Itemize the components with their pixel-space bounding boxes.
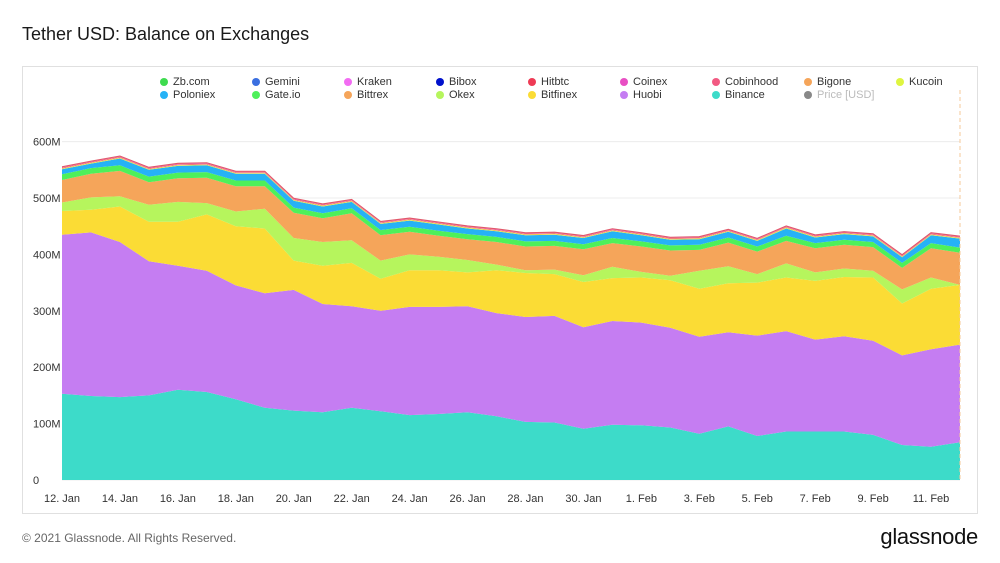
legend-label: Binance: [725, 89, 765, 101]
legend-label: Bibox: [449, 76, 477, 88]
legend-item-coinex[interactable]: Coinex: [620, 76, 667, 88]
legend-item-gate-io[interactable]: Gate.io: [252, 89, 300, 101]
legend-label: Coinex: [633, 76, 668, 88]
legend-item-binance[interactable]: Binance: [712, 89, 765, 101]
x-tick-label: 26. Jan: [450, 493, 486, 505]
legend-item-huobi[interactable]: Huobi: [620, 89, 662, 101]
legend-label: Gemini: [265, 76, 300, 88]
legend-label: Bittrex: [357, 89, 389, 101]
legend-item-okex[interactable]: Okex: [436, 89, 475, 101]
legend-swatch: [160, 91, 168, 99]
legend-label: Price [USD]: [817, 89, 875, 101]
legend-swatch: [620, 91, 628, 99]
y-tick-label: 600M: [33, 137, 61, 149]
legend-item-zb-com[interactable]: Zb.com: [160, 76, 210, 88]
legend-label: Kucoin: [909, 76, 943, 88]
x-tick-label: 30. Jan: [565, 493, 601, 505]
x-tick-label: 20. Jan: [276, 493, 312, 505]
legend-label: Okex: [449, 89, 475, 101]
x-tick-label: 1. Feb: [626, 493, 657, 505]
x-tick-label: 7. Feb: [800, 493, 831, 505]
x-tick-label: 3. Feb: [684, 493, 715, 505]
legend-swatch: [436, 91, 444, 99]
legend-item-price-usd-[interactable]: Price [USD]: [804, 89, 874, 101]
legend-swatch: [160, 78, 168, 86]
legend-swatch: [528, 91, 536, 99]
legend-item-kraken[interactable]: Kraken: [344, 76, 392, 88]
legend-swatch: [344, 78, 352, 86]
legend-label: Bitfinex: [541, 89, 578, 101]
legend-label: Zb.com: [173, 76, 210, 88]
legend-swatch: [620, 78, 628, 86]
legend-swatch: [896, 78, 904, 86]
legend-item-bitfinex[interactable]: Bitfinex: [528, 89, 577, 101]
x-tick-label: 14. Jan: [102, 493, 138, 505]
x-tick-label: 16. Jan: [160, 493, 196, 505]
legend-item-hitbtc[interactable]: Hitbtc: [528, 76, 569, 88]
legend-item-cobinhood[interactable]: Cobinhood: [712, 76, 778, 88]
x-tick-label: 28. Jan: [507, 493, 543, 505]
legend-label: Kraken: [357, 76, 392, 88]
legend-swatch: [804, 78, 812, 86]
legend-swatch: [804, 91, 812, 99]
x-tick-label: 5. Feb: [742, 493, 773, 505]
legend-item-gemini[interactable]: Gemini: [252, 76, 300, 88]
x-tick-label: 12. Jan: [44, 493, 80, 505]
legend-item-kucoin[interactable]: Kucoin: [896, 76, 943, 88]
glassnode-logo: glassnode: [880, 524, 978, 549]
legend-swatch: [252, 78, 260, 86]
x-tick-label: 9. Feb: [858, 493, 889, 505]
legend-swatch: [528, 78, 536, 86]
y-tick-label: 100M: [33, 419, 61, 431]
legend-swatch: [712, 91, 720, 99]
x-tick-label: 11. Feb: [913, 493, 950, 505]
x-tick-label: 22. Jan: [334, 493, 370, 505]
legend-label: Hitbtc: [541, 76, 570, 88]
legend-swatch: [252, 91, 260, 99]
legend-label: Poloniex: [173, 89, 216, 101]
area-poloniex: [62, 158, 960, 263]
legend-item-bigone[interactable]: Bigone: [804, 76, 851, 88]
legend-item-bibox[interactable]: Bibox: [436, 76, 477, 88]
legend-item-bittrex[interactable]: Bittrex: [344, 89, 388, 101]
legend-swatch: [712, 78, 720, 86]
x-tick-label: 18. Jan: [218, 493, 254, 505]
y-tick-label: 0: [33, 475, 39, 487]
legend-label: Bigone: [817, 76, 852, 88]
y-tick-label: 200M: [33, 362, 61, 374]
chart-frame: [22, 66, 978, 514]
copyright-footer: © 2021 Glassnode. All Rights Reserved.: [22, 531, 237, 545]
total-outline: [61, 155, 961, 256]
area-okex: [62, 196, 960, 304]
legend-swatch: [344, 91, 352, 99]
legend-item-poloniex[interactable]: Poloniex: [160, 89, 215, 101]
area-bitfinex: [62, 206, 960, 356]
x-tick-label: 24. Jan: [392, 493, 428, 505]
area-bittrex: [62, 170, 960, 290]
y-tick-label: 400M: [33, 249, 61, 261]
legend-label: Gate.io: [265, 89, 301, 101]
legend-swatch: [436, 78, 444, 86]
legend-label: Huobi: [633, 89, 662, 101]
y-tick-label: 500M: [33, 193, 61, 205]
legend-label: Cobinhood: [725, 76, 779, 88]
y-tick-label: 300M: [33, 306, 61, 318]
area-binance: [62, 389, 960, 480]
chart-title: Tether USD: Balance on Exchanges: [22, 24, 310, 44]
area-gate-io: [62, 165, 960, 268]
area-huobi: [62, 232, 960, 447]
